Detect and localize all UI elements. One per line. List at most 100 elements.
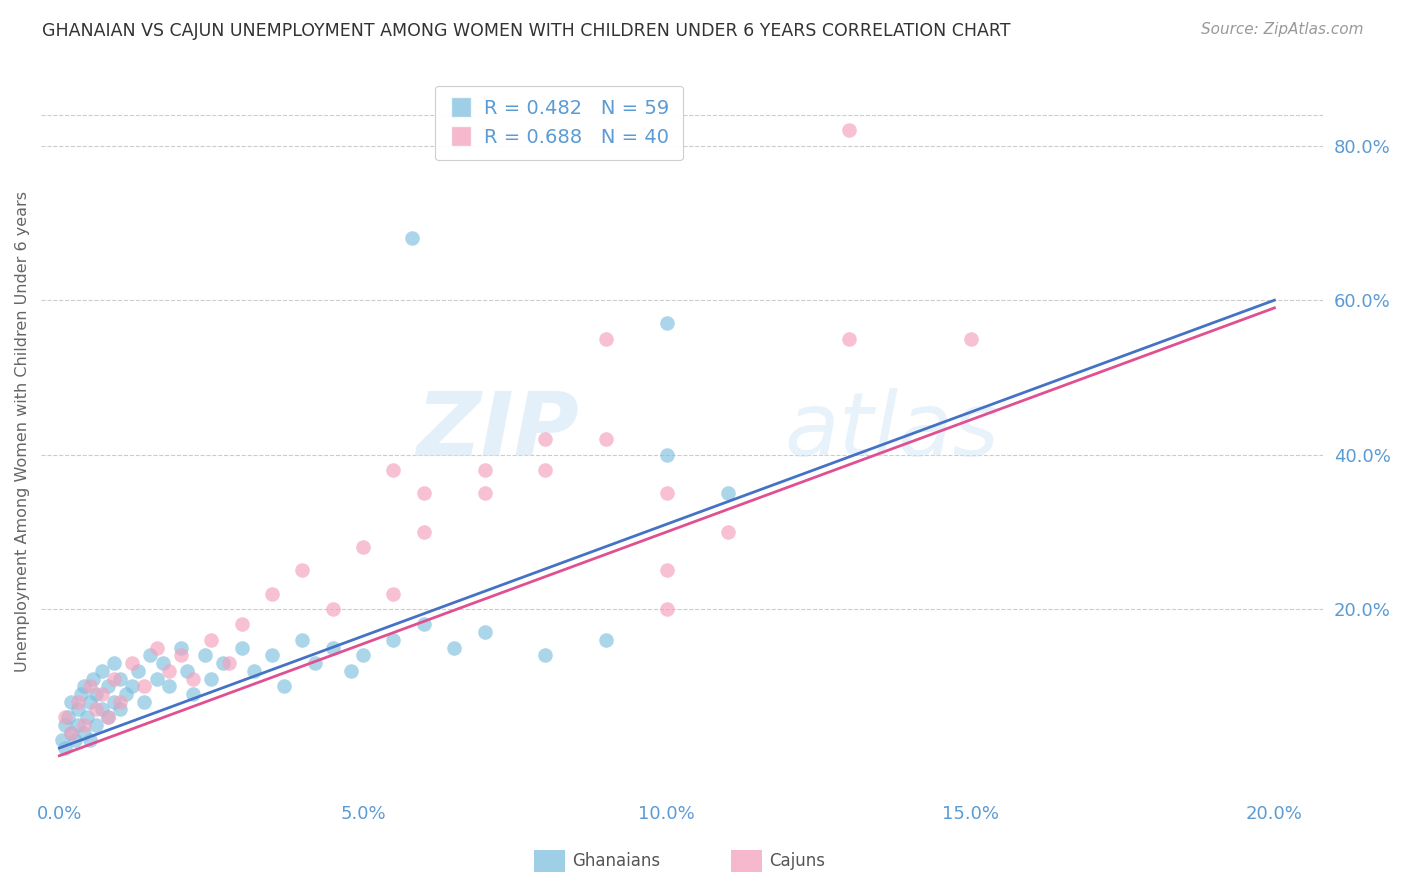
Text: ZIP: ZIP (416, 388, 579, 475)
Point (51, 733, 73, 747)
Point (76, 710, 98, 724)
Point (90, 687, 112, 701)
Point (84, 718, 107, 732)
Point (58, 710, 80, 724)
Point (382, 586, 405, 600)
Point (534, 648, 557, 663)
Text: Source: ZipAtlas.com: Source: ZipAtlas.com (1201, 22, 1364, 37)
Point (352, 541, 374, 555)
Point (97, 710, 120, 724)
Point (176, 664, 198, 678)
Point (717, 486, 740, 500)
Point (134, 679, 156, 693)
Point (90, 702, 112, 716)
Point (60, 725, 83, 739)
Point (655, 316, 678, 330)
Point (66, 718, 89, 732)
Point (55, 710, 77, 724)
Point (72, 725, 94, 739)
Point (655, 564, 678, 578)
Point (103, 695, 125, 709)
Point (655, 602, 678, 616)
Point (66, 702, 89, 716)
Point (273, 679, 295, 693)
Point (79, 679, 101, 693)
Point (157, 679, 180, 693)
Point (231, 640, 253, 655)
Point (534, 463, 557, 477)
Point (412, 524, 434, 539)
Point (127, 664, 149, 678)
Y-axis label: Unemployment Among Women with Children Under 6 years: Unemployment Among Women with Children U… (15, 191, 30, 672)
Point (474, 486, 496, 500)
Point (304, 656, 326, 670)
Point (401, 231, 423, 245)
Point (340, 664, 363, 678)
Point (382, 632, 405, 647)
Point (838, 123, 860, 137)
Point (103, 672, 125, 686)
Point (352, 648, 374, 663)
Point (121, 656, 143, 670)
Point (181, 672, 204, 686)
Point (145, 672, 167, 686)
Point (103, 656, 125, 670)
Point (121, 679, 143, 693)
Text: atlas: atlas (785, 388, 1000, 475)
Point (97, 679, 120, 693)
Point (82, 672, 104, 686)
Point (194, 648, 217, 663)
Point (139, 648, 162, 663)
Point (108, 702, 131, 716)
Point (157, 664, 180, 678)
Point (79, 695, 101, 709)
Point (84, 702, 107, 716)
Text: GHANAIAN VS CAJUN UNEMPLOYMENT AMONG WOMEN WITH CHILDREN UNDER 6 YEARS CORRELATI: GHANAIAN VS CAJUN UNEMPLOYMENT AMONG WOM… (42, 22, 1011, 40)
Point (134, 695, 156, 709)
Text: Ghanaians: Ghanaians (572, 852, 661, 870)
Point (231, 617, 253, 632)
Point (108, 695, 131, 709)
Text: Cajuns: Cajuns (769, 852, 825, 870)
Point (595, 632, 617, 647)
Point (595, 332, 617, 346)
Point (72, 679, 94, 693)
Point (181, 687, 204, 701)
Point (260, 586, 283, 600)
Point (115, 687, 138, 701)
Point (72, 718, 94, 732)
Point (63, 733, 86, 747)
Legend: R = 0.482   N = 59, R = 0.688   N = 40: R = 0.482 N = 59, R = 0.688 N = 40 (436, 86, 683, 161)
Point (655, 448, 678, 462)
Point (212, 656, 235, 670)
Point (382, 463, 405, 477)
Point (443, 640, 465, 655)
Point (145, 640, 167, 655)
Point (474, 463, 496, 477)
Point (959, 332, 981, 346)
Point (260, 648, 283, 663)
Point (291, 632, 314, 647)
Point (474, 625, 496, 640)
Point (90, 664, 112, 678)
Point (322, 640, 344, 655)
Point (97, 710, 120, 724)
Point (200, 672, 222, 686)
Point (242, 664, 264, 678)
Point (170, 640, 193, 655)
Point (55, 718, 77, 732)
Point (152, 656, 174, 670)
Point (60, 725, 83, 739)
Point (412, 486, 434, 500)
Point (322, 602, 344, 616)
Point (66, 695, 89, 709)
Point (291, 564, 314, 578)
Point (84, 687, 107, 701)
Point (218, 656, 240, 670)
Point (412, 617, 434, 632)
Point (534, 432, 557, 446)
Point (79, 733, 101, 747)
Point (60, 695, 83, 709)
Point (108, 672, 131, 686)
Point (655, 486, 678, 500)
